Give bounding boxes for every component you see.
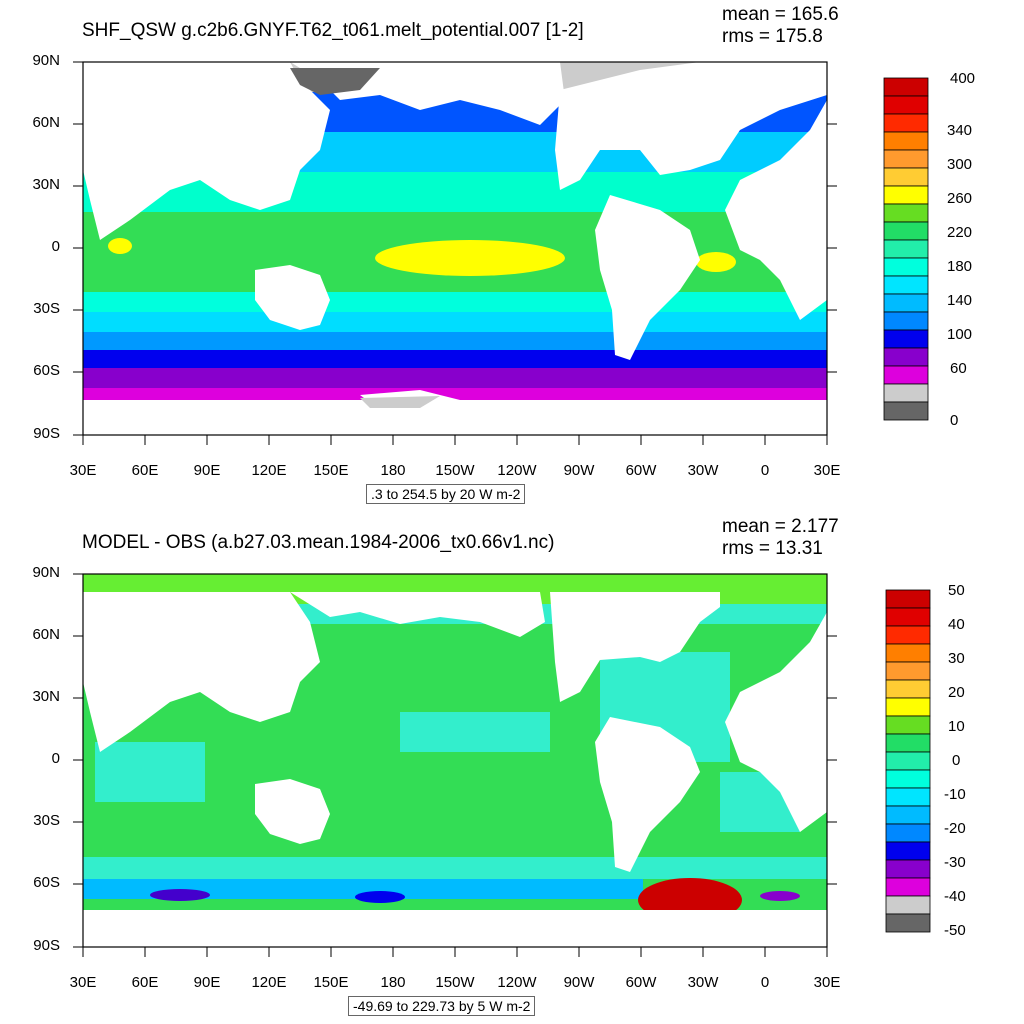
bottom-y-label: 90S: [33, 937, 60, 954]
bottom-x-label: 60E: [131, 974, 159, 991]
top-y-label: 90N: [32, 52, 60, 69]
top-colorbar-label: 260: [947, 190, 973, 207]
bottom-x-label: 0: [760, 974, 770, 991]
bottom-colorbar-label: 0: [952, 752, 961, 769]
bottom-x-label: 180: [380, 974, 406, 991]
top-x-label: 150E: [313, 462, 349, 479]
bottom-x-label: 120W: [497, 974, 537, 991]
top-map-plot: [73, 61, 929, 445]
bottom-x-label: 150W: [435, 974, 475, 991]
top-x-label: 180: [380, 462, 406, 479]
bottom-colorbar-label: 50: [948, 582, 965, 599]
top-x-label: 60E: [131, 462, 159, 479]
top-contour-range: .3 to 254.5 by 20 W m-2: [366, 484, 526, 504]
top-y-label: 60S: [33, 362, 60, 379]
top-colorbar-label: 0: [950, 412, 959, 429]
top-colorbar: [883, 77, 929, 421]
top-y-label: 30S: [33, 300, 60, 317]
top-y-label: 90S: [33, 425, 60, 442]
top-colorbar-label: 340: [947, 122, 973, 139]
top-rms: rms = 175.8: [722, 26, 823, 47]
top-colorbar-label: 140: [947, 292, 973, 309]
top-x-label: 60W: [625, 462, 657, 479]
bottom-y-label: 60N: [32, 626, 60, 643]
top-colorbar-label: 100: [947, 326, 973, 343]
top-x-label: 90W: [563, 462, 595, 479]
bottom-mean: mean = 2.177: [722, 516, 839, 537]
bottom-map-title: MODEL - OBS (a.b27.03.mean.1984-2006_tx0…: [82, 532, 555, 553]
bottom-y-label: 30N: [32, 688, 60, 705]
bottom-colorbar-label: -30: [944, 854, 966, 871]
top-x-label: 150W: [435, 462, 475, 479]
bottom-x-label: 150E: [313, 974, 349, 991]
top-colorbar-label: 400: [950, 70, 976, 87]
top-x-label: 0: [760, 462, 770, 479]
top-x-label: 120W: [497, 462, 537, 479]
top-map-title: SHF_QSW g.c2b6.GNYF.T62_t061.melt_potent…: [82, 20, 584, 41]
bottom-x-label: 90E: [193, 974, 221, 991]
bottom-y-label: 30S: [33, 812, 60, 829]
top-y-label: 60N: [32, 114, 60, 131]
bottom-colorbar-label: -50: [944, 922, 966, 939]
top-mean: mean = 165.6: [722, 4, 839, 25]
bottom-colorbar-label: 40: [948, 616, 965, 633]
bottom-y-label: 90N: [32, 564, 60, 581]
top-x-label: 30W: [687, 462, 719, 479]
bottom-map-plot: [73, 573, 931, 957]
top-x-label: 120E: [251, 462, 287, 479]
bottom-y-label: 0: [51, 750, 60, 767]
bottom-x-label: 90W: [563, 974, 595, 991]
top-x-label: 90E: [193, 462, 221, 479]
top-colorbar-label: 60: [950, 360, 967, 377]
bottom-x-label: 30E: [813, 974, 841, 991]
bottom-rms: rms = 13.31: [722, 538, 823, 559]
top-colorbar-label: 220: [947, 224, 973, 241]
bottom-colorbar: [885, 589, 931, 933]
top-colorbar-label: 300: [947, 156, 973, 173]
bottom-contour-range: -49.69 to 229.73 by 5 W m-2: [348, 996, 536, 1016]
top-y-label: 0: [51, 238, 60, 255]
bottom-x-label: 60W: [625, 974, 657, 991]
bottom-x-label: 120E: [251, 974, 287, 991]
top-x-label: 30E: [69, 462, 97, 479]
bottom-colorbar-label: 20: [948, 684, 965, 701]
top-y-label: 30N: [32, 176, 60, 193]
top-x-label: 30E: [813, 462, 841, 479]
bottom-colorbar-label: -20: [944, 820, 966, 837]
bottom-colorbar-label: 10: [948, 718, 965, 735]
bottom-colorbar-label: 30: [948, 650, 965, 667]
bottom-colorbar-label: -10: [944, 786, 966, 803]
bottom-x-label: 30W: [687, 974, 719, 991]
bottom-map-panel: MODEL - OBS (a.b27.03.mean.1984-2006_tx0…: [0, 512, 1024, 1024]
top-map-panel: SHF_QSW g.c2b6.GNYF.T62_t061.melt_potent…: [32, 4, 976, 504]
bottom-x-label: 30E: [69, 974, 97, 991]
bottom-colorbar-label: -40: [944, 888, 966, 905]
top-colorbar-label: 180: [947, 258, 973, 275]
bottom-y-label: 60S: [33, 874, 60, 891]
